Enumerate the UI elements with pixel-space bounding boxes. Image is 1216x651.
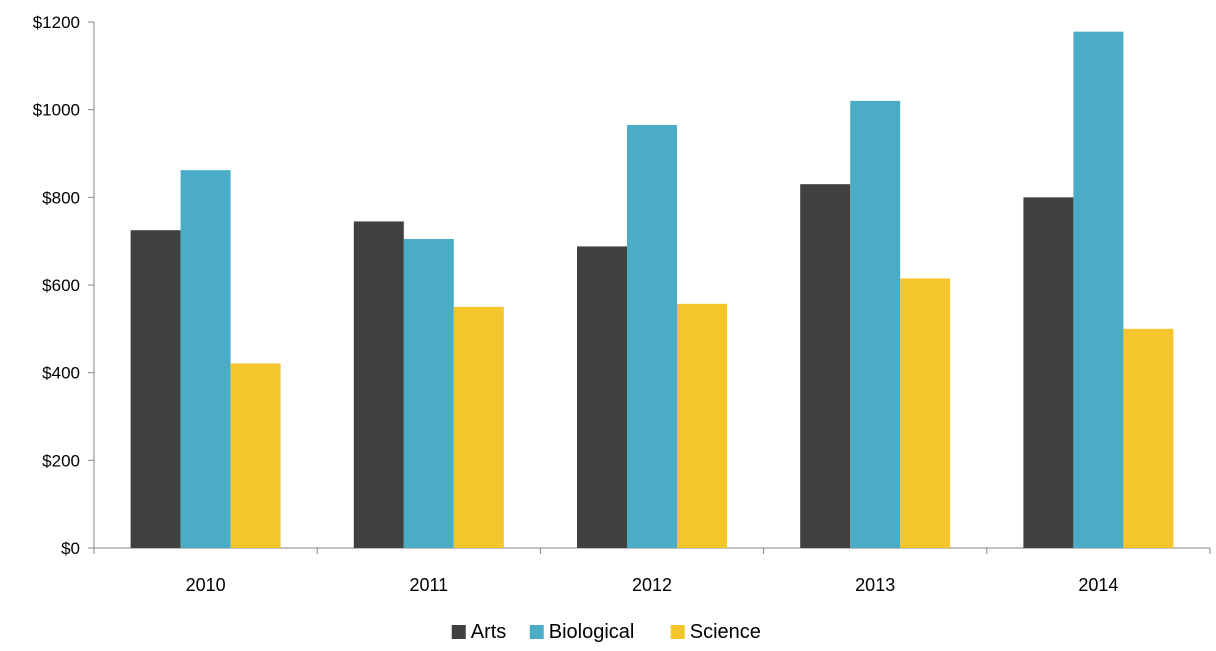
legend-swatch [670,625,685,639]
bar-biological-2011 [403,238,454,548]
bar-science-2014 [1123,328,1174,548]
y-tick-labels: $0 $200 $400 $600 $800 $1000 $1200 [33,13,80,558]
bar-science-2013 [900,278,951,548]
bar-arts-2013 [800,184,851,548]
y-tick-label: $400 [42,364,80,383]
bar-arts-2012 [577,246,627,548]
legend-item-biological: Biological [529,621,635,643]
y-tick-label: $0 [61,539,80,558]
legend-swatch [529,625,544,639]
y-tick-label: $200 [42,451,80,470]
bar-science-2012 [677,303,727,548]
y-tick-label: $1000 [33,101,80,120]
bar-biological-2012 [627,125,677,548]
bar-biological-2014 [1073,31,1124,549]
bar-science-2011 [453,306,504,548]
legend-item-science: Science [670,621,761,643]
bar-biological-2013 [850,100,901,549]
legend-label: Biological [549,621,635,643]
legend-label: Arts [471,621,507,643]
bar-arts-2014 [1023,197,1074,549]
legend-item-arts: Arts [451,621,507,643]
y-tick-label: $800 [42,188,80,207]
x-tick-label: 2011 [409,575,448,595]
legend-label: Science [690,621,761,643]
x-tick-label: 2014 [1078,575,1118,595]
x-tick-labels: 2010 2011 2012 2013 2014 [186,575,1119,595]
bars [130,31,1174,549]
legend: Arts Biological Science [451,621,761,643]
bar-science-2010 [230,363,281,548]
x-tick-label: 2010 [186,575,226,595]
x-tick-label: 2013 [855,575,895,595]
x-tick-label: 2012 [632,575,672,595]
y-tick-label: $600 [42,276,80,295]
bar-biological-2010 [180,170,231,548]
y-tick-label: $1200 [33,13,80,32]
bar-arts-2011 [353,221,404,549]
legend-swatch [451,625,466,639]
bar-arts-2010 [130,230,181,549]
